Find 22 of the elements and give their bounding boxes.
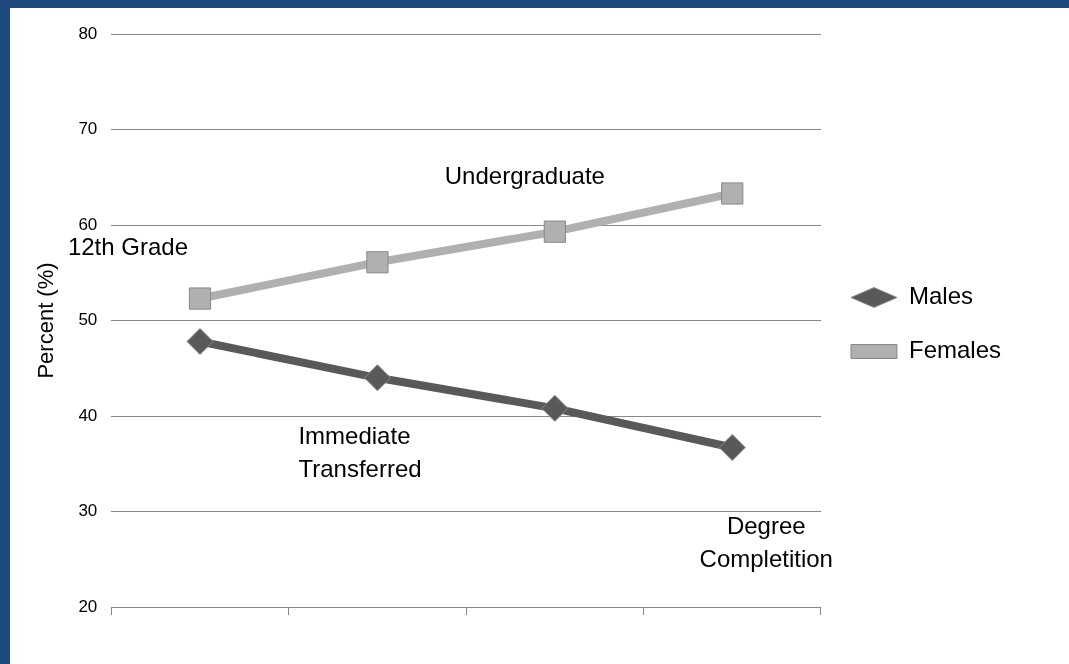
x-tick-label: 12th Grade — [67, 233, 189, 261]
x-tick-label: Undergraduate — [444, 161, 605, 189]
point — [541, 394, 569, 422]
point — [366, 251, 389, 274]
point — [188, 287, 212, 310]
legend-label: Males — [908, 282, 973, 310]
y-tick-label: 80 — [78, 23, 98, 43]
point — [721, 182, 744, 205]
y-axis-title: Percent (%) — [33, 262, 59, 379]
y-tick-label: 70 — [78, 119, 98, 139]
point — [718, 434, 746, 462]
point — [543, 220, 566, 243]
x-tick-label: Immediate Transferred — [298, 422, 422, 483]
x-tick-label: Degree Completition — [699, 512, 833, 573]
point — [186, 328, 214, 356]
legend-label: Females — [908, 336, 1001, 364]
point — [363, 364, 391, 392]
y-tick-label: 50 — [78, 310, 98, 330]
y-tick-label: 20 — [78, 596, 98, 616]
y-tick-label: 40 — [78, 405, 98, 425]
y-tick-label: 30 — [78, 501, 98, 521]
y-tick-label: 60 — [78, 214, 98, 234]
